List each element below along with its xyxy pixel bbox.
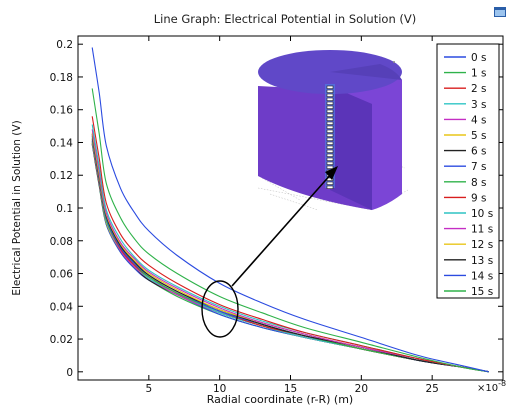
probe-segment [326, 145, 334, 149]
series-line [91, 47, 489, 373]
annotation-arrow [231, 166, 338, 287]
probe-segment [326, 181, 334, 185]
chart-title: Line Graph: Electrical Potential in Solu… [154, 12, 416, 26]
probe-segment [326, 117, 334, 121]
y-tick-label: 0.2 [56, 39, 73, 51]
probe-segment [326, 101, 334, 105]
y-tick-label: 0 [66, 367, 73, 379]
y-axis-label: Electrical Potential in Solution (V) [11, 120, 23, 295]
x-tick-label: 5 [145, 383, 152, 395]
probe-segment [326, 109, 334, 113]
probe-segment [326, 121, 334, 125]
legend-entry: 0 s [471, 52, 487, 64]
inset-dot [393, 61, 395, 63]
y-tick-label: 0.1 [56, 203, 73, 215]
legend-entry: 8 s [471, 177, 487, 189]
legend-entry: 4 s [471, 114, 487, 126]
legend-entry: 10 s [471, 208, 493, 220]
window-icon[interactable] [494, 2, 506, 17]
y-tick-label: 0.12 [50, 170, 73, 182]
x-axis-ticks: 5 10 15 20 25 [145, 36, 439, 395]
probe-segment [326, 85, 334, 89]
cylinder-cut-shade [330, 86, 372, 210]
y-tick-label: 0.04 [50, 301, 74, 313]
x-exponent-power: -8 [498, 379, 506, 388]
x-axis-label: Radial coordinate (r-R) (m) [207, 393, 353, 405]
x-tick-label: 15 [284, 383, 297, 395]
highlight-ellipse [201, 280, 239, 338]
probe-segment [326, 165, 334, 169]
x-tick-label: 10 [213, 383, 226, 395]
legend-entry: 5 s [471, 130, 487, 142]
cylinder-top-cut [330, 64, 402, 80]
legend-box [436, 43, 500, 299]
probe-segment [326, 161, 334, 165]
probe-segment [326, 113, 334, 117]
y-tick-label: 0.18 [50, 72, 73, 84]
legend-entry: 12 s [471, 239, 493, 251]
probe-segment [326, 105, 334, 109]
probe-segment [326, 157, 334, 161]
legend-entry: 3 s [471, 99, 487, 111]
probe-segment [326, 137, 334, 141]
probe-segment [326, 89, 334, 93]
legend: 0 s 1 s 2 s 3 s 4 s 5 s 6 s 7 s 8 s 9 s 10 s 11 s 12… [436, 43, 500, 299]
y-tick-label: 0.14 [50, 137, 74, 149]
probe-segment [326, 141, 334, 145]
probe-segment [326, 185, 334, 189]
cylinder-inset [257, 50, 409, 211]
cylinder-cut-face [330, 64, 402, 210]
series-line [91, 88, 489, 373]
legend-entry: 1 s [471, 68, 487, 80]
legend-entry: 13 s [471, 255, 493, 267]
probe-segment [326, 129, 334, 133]
x-tick-label: 20 [355, 383, 368, 395]
legend-entry: 2 s [471, 83, 487, 95]
probe-segment [326, 153, 334, 157]
y-tick-label: 0.16 [50, 105, 74, 117]
y-tick-label: 0.06 [50, 269, 74, 281]
legend-entry: 7 s [471, 161, 487, 173]
x-tick-label: 25 [425, 383, 438, 395]
series-lines [91, 47, 489, 373]
legend-entry: 14 s [471, 270, 493, 282]
probe-segment [326, 133, 334, 137]
y-tick-label: 0.08 [50, 236, 73, 248]
probe-segment [326, 93, 334, 97]
probe-segment [326, 97, 334, 101]
legend-entry: 11 s [471, 224, 493, 236]
probe-segment [326, 149, 334, 153]
legend-entry: 9 s [471, 192, 487, 204]
probe-segment [326, 125, 334, 129]
legend-entry: 6 s [471, 146, 487, 158]
y-tick-label: 0.02 [50, 334, 73, 346]
x-exponent-base: ×10 [477, 383, 498, 394]
series-line [91, 116, 489, 373]
y-axis-ticks: 0 0.02 0.04 0.06 0.08 0.1 0.12 0.14 0.16 0.18 0.2 [50, 39, 503, 379]
legend-entry: 15 s [471, 286, 493, 298]
x-axis-exponent: ×10-8 [477, 379, 506, 394]
